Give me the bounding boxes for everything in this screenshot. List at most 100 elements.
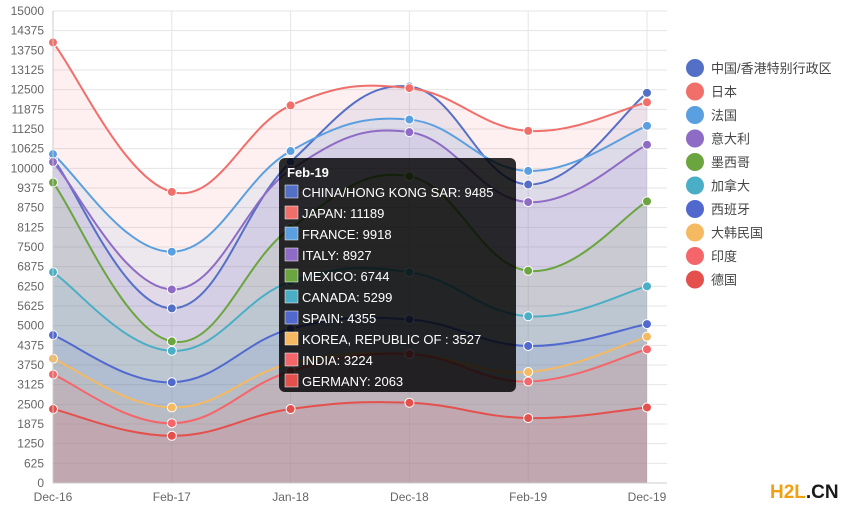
legend-label: 西班牙: [711, 202, 750, 217]
y-tick-label: 14375: [11, 24, 45, 38]
tooltip: Feb-19 CHINA/HONG KONG SAR: 9485 JAPAN: 11…: [279, 158, 516, 392]
y-tick-label: 2500: [17, 397, 44, 411]
legend-swatch: [686, 247, 704, 265]
data-point[interactable]: [523, 125, 534, 136]
data-point[interactable]: [166, 345, 177, 356]
tooltip-swatch: [284, 289, 299, 304]
data-point[interactable]: [523, 367, 534, 378]
data-point[interactable]: [523, 197, 534, 208]
legend-label: 大韩民国: [711, 226, 763, 241]
tooltip-title: Feb-19: [287, 165, 329, 180]
tooltip-entry: CANADA: 5299: [302, 290, 392, 305]
tooltip-swatch: [284, 205, 299, 220]
data-point[interactable]: [642, 120, 652, 131]
series-line-0: [52, 85, 648, 310]
data-point[interactable]: [404, 127, 415, 138]
data-point[interactable]: [642, 87, 652, 98]
data-point[interactable]: [642, 344, 652, 355]
legend-item[interactable]: 意大利: [686, 129, 750, 148]
legend-swatch: [686, 106, 704, 124]
data-point[interactable]: [523, 311, 534, 322]
legend-swatch: [686, 223, 704, 242]
data-point[interactable]: [642, 196, 652, 207]
y-tick-label: 13125: [11, 63, 45, 77]
legend-item[interactable]: 大韩民国: [686, 223, 763, 242]
data-point[interactable]: [642, 97, 652, 108]
y-tick-label: 8750: [17, 201, 44, 215]
data-point[interactable]: [166, 402, 177, 413]
legend-label: 德国: [711, 273, 737, 288]
data-point[interactable]: [642, 281, 652, 292]
legend-label: 印度: [711, 249, 737, 264]
data-point[interactable]: [523, 165, 534, 176]
data-point[interactable]: [166, 246, 177, 257]
data-point[interactable]: [642, 331, 652, 342]
y-tick-label: 6875: [17, 260, 44, 274]
data-point[interactable]: [523, 340, 534, 351]
x-tick-label: Feb-17: [153, 490, 191, 504]
legend-item[interactable]: 法国: [686, 106, 737, 124]
y-tick-label: 12500: [11, 83, 45, 97]
data-point[interactable]: [285, 100, 296, 111]
legend-item[interactable]: 中国/香港特别行政区: [686, 59, 832, 77]
data-point[interactable]: [166, 284, 177, 295]
data-point[interactable]: [285, 404, 296, 415]
y-tick-label: 4375: [17, 338, 44, 352]
data-point[interactable]: [404, 114, 415, 125]
legend-item[interactable]: 印度: [686, 247, 737, 265]
data-point[interactable]: [642, 402, 652, 413]
legend-swatch: [686, 270, 704, 289]
tooltip-swatch: [284, 331, 299, 346]
tooltip-swatch: [284, 226, 299, 241]
watermark-logo: H2L.CN: [770, 482, 839, 503]
series-line-2: [52, 117, 648, 253]
data-point[interactable]: [166, 418, 177, 429]
data-point[interactable]: [166, 186, 177, 197]
data-point[interactable]: [166, 430, 177, 441]
data-point[interactable]: [523, 376, 534, 387]
legend-label: 墨西哥: [711, 155, 750, 170]
legend-item[interactable]: 日本: [686, 82, 737, 101]
legend-label: 意大利: [711, 132, 750, 147]
tooltip-swatch: [284, 352, 299, 367]
data-point[interactable]: [404, 397, 415, 408]
legend-item[interactable]: 加拿大: [686, 176, 750, 195]
legend-label: 中国/香港特别行政区: [711, 61, 832, 76]
y-tick-label: 10000: [11, 161, 45, 175]
tooltip-entry: INDIA: 3224: [302, 353, 373, 368]
chart-axes: 0 625 1250 1875 2500 3125 3750 4375 5000 5625 6250…: [11, 4, 667, 504]
tooltip-swatch: [284, 268, 299, 283]
data-point[interactable]: [166, 336, 177, 347]
legend-item[interactable]: 德国: [686, 270, 737, 289]
y-tick-label: 11875: [12, 102, 45, 116]
data-point[interactable]: [523, 413, 534, 424]
legend-swatch: [686, 200, 704, 218]
tooltip-entry: CHINA/HONG KONG SAR: 9485: [302, 185, 493, 200]
legend-swatch: [686, 176, 704, 195]
tooltip-entry: ITALY: 8927: [302, 248, 372, 263]
y-tick-label: 5625: [17, 299, 44, 313]
watermark: H2L.CN: [770, 482, 839, 503]
data-point[interactable]: [642, 139, 652, 150]
tooltip-swatch: [284, 310, 299, 325]
data-point[interactable]: [166, 377, 177, 388]
legend-item[interactable]: 墨西哥: [686, 153, 750, 171]
data-point[interactable]: [523, 265, 534, 276]
tooltip-entry: SPAIN: 4355: [302, 311, 376, 326]
x-tick-label: Dec-16: [34, 490, 73, 504]
legend-swatch: [686, 82, 704, 101]
tooltip-box: [279, 158, 516, 392]
y-tick-label: 1250: [17, 437, 44, 451]
data-point[interactable]: [166, 303, 177, 314]
data-point[interactable]: [642, 319, 652, 330]
series-line-1: [52, 41, 648, 195]
legend-item[interactable]: 西班牙: [686, 200, 750, 218]
legend-label: 法国: [711, 108, 737, 123]
data-point[interactable]: [404, 83, 415, 94]
tooltip-swatch: [284, 373, 299, 388]
data-point[interactable]: [523, 179, 534, 190]
legend-swatch: [686, 59, 704, 77]
series-line-9: [52, 401, 648, 437]
data-point[interactable]: [285, 146, 296, 157]
